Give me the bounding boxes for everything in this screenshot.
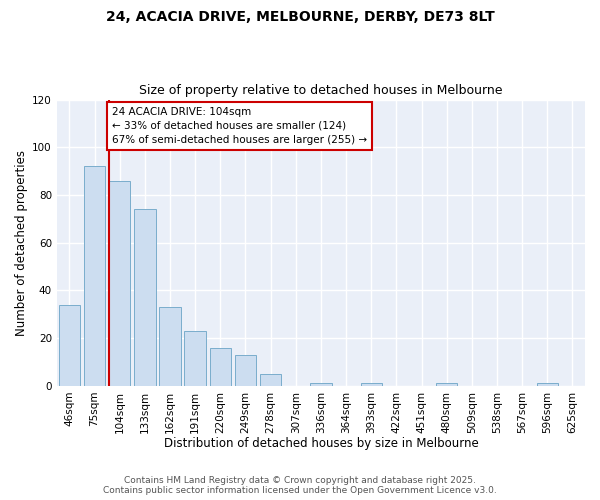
Bar [436, 384, 457, 386]
Bar [84, 166, 105, 386]
Bar [310, 384, 332, 386]
Y-axis label: Number of detached properties: Number of detached properties [15, 150, 28, 336]
Bar [536, 384, 558, 386]
Text: Contains HM Land Registry data © Crown copyright and database right 2025.
Contai: Contains HM Land Registry data © Crown c… [103, 476, 497, 495]
Text: 24 ACACIA DRIVE: 104sqm
← 33% of detached houses are smaller (124)
67% of semi-d: 24 ACACIA DRIVE: 104sqm ← 33% of detache… [112, 106, 367, 144]
Bar [159, 307, 181, 386]
Bar [361, 384, 382, 386]
Bar [109, 180, 130, 386]
Bar [59, 304, 80, 386]
Title: Size of property relative to detached houses in Melbourne: Size of property relative to detached ho… [139, 84, 503, 97]
Bar [260, 374, 281, 386]
Bar [134, 210, 155, 386]
Text: 24, ACACIA DRIVE, MELBOURNE, DERBY, DE73 8LT: 24, ACACIA DRIVE, MELBOURNE, DERBY, DE73… [106, 10, 494, 24]
Bar [184, 331, 206, 386]
Bar [209, 348, 231, 386]
Bar [235, 355, 256, 386]
X-axis label: Distribution of detached houses by size in Melbourne: Distribution of detached houses by size … [164, 437, 478, 450]
